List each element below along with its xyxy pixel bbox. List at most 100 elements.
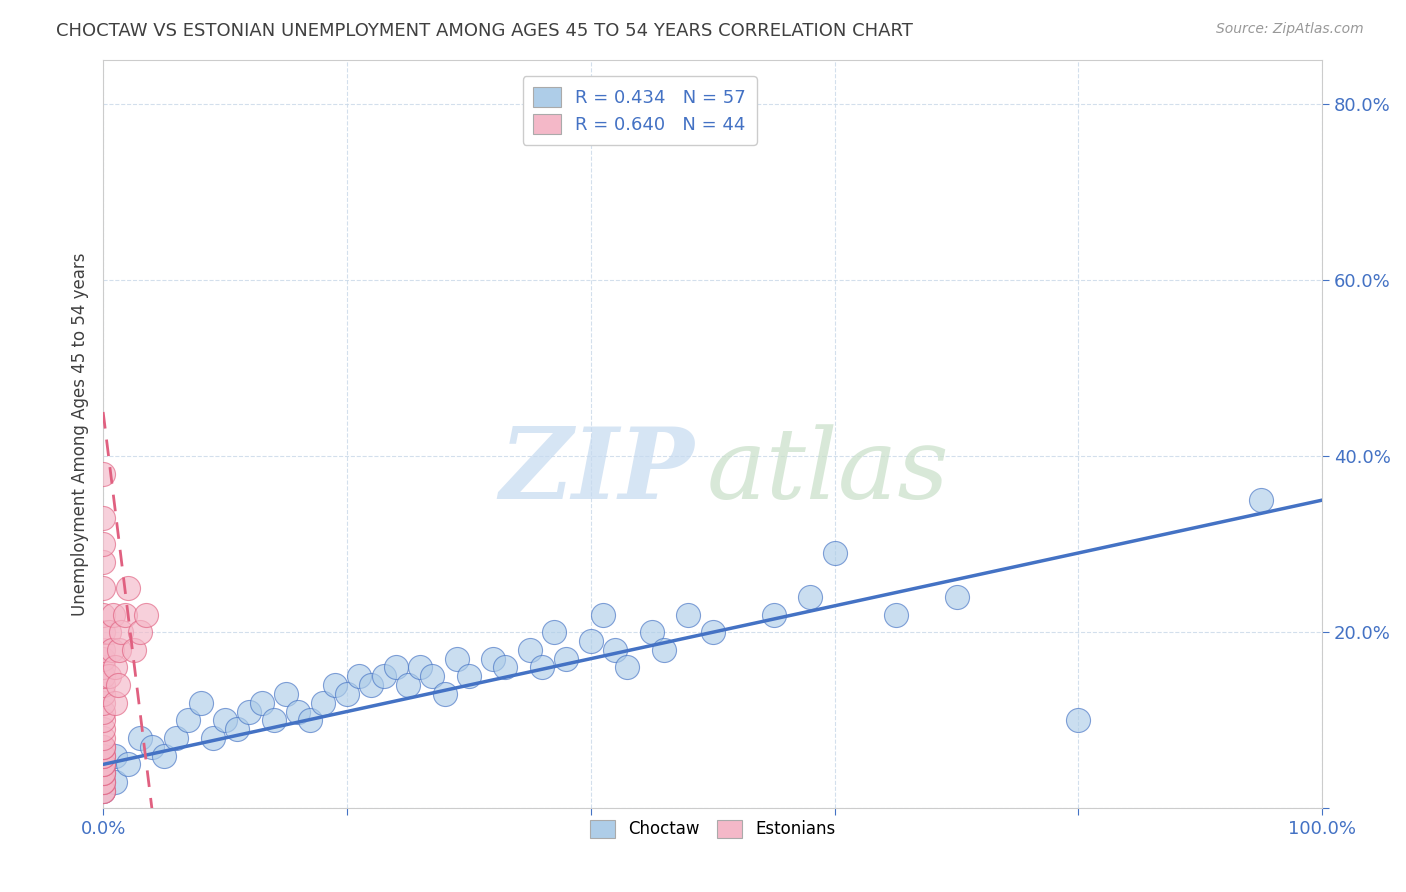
Point: [128, 731, 150, 745]
Point: [91, 722, 114, 736]
Point: [555, 651, 578, 665]
Point: [91, 766, 114, 780]
Y-axis label: Unemployment Among Ages 45 to 54 years: Unemployment Among Ages 45 to 54 years: [72, 252, 89, 615]
Point: [531, 660, 554, 674]
Point: [91, 731, 114, 745]
Point: [384, 660, 406, 674]
Point: [101, 607, 124, 622]
Point: [91, 678, 114, 692]
Point: [641, 625, 664, 640]
Point: [884, 607, 907, 622]
Point: [122, 643, 145, 657]
Point: [336, 687, 359, 701]
Text: atlas: atlas: [707, 424, 949, 519]
Point: [1067, 714, 1090, 728]
Point: [1250, 493, 1272, 508]
Point: [91, 696, 114, 710]
Point: [91, 775, 114, 789]
Point: [579, 634, 602, 648]
Point: [226, 722, 249, 736]
Point: [91, 775, 114, 789]
Text: ZIP: ZIP: [499, 423, 695, 520]
Point: [91, 537, 114, 551]
Point: [91, 669, 114, 683]
Point: [433, 687, 456, 701]
Point: [678, 607, 700, 622]
Point: [177, 714, 200, 728]
Point: [91, 705, 114, 719]
Point: [98, 625, 121, 640]
Point: [98, 669, 121, 683]
Point: [91, 607, 114, 622]
Point: [323, 678, 346, 692]
Point: [91, 757, 114, 772]
Point: [616, 660, 638, 674]
Legend: Choctaw, Estonians: Choctaw, Estonians: [583, 813, 842, 845]
Point: [91, 757, 114, 772]
Point: [153, 748, 176, 763]
Point: [91, 510, 114, 524]
Point: [114, 607, 136, 622]
Point: [409, 660, 432, 674]
Point: [287, 705, 309, 719]
Point: [299, 714, 322, 728]
Point: [91, 687, 114, 701]
Point: [135, 607, 157, 622]
Point: [91, 757, 114, 772]
Point: [104, 696, 127, 710]
Point: [347, 669, 370, 683]
Point: [128, 625, 150, 640]
Point: [91, 739, 114, 754]
Text: CHOCTAW VS ESTONIAN UNEMPLOYMENT AMONG AGES 45 TO 54 YEARS CORRELATION CHART: CHOCTAW VS ESTONIAN UNEMPLOYMENT AMONG A…: [56, 22, 912, 40]
Point: [91, 625, 114, 640]
Point: [263, 714, 285, 728]
Point: [190, 696, 212, 710]
Point: [91, 766, 114, 780]
Point: [396, 678, 419, 692]
Point: [104, 748, 127, 763]
Point: [519, 643, 541, 657]
Point: [117, 581, 139, 595]
Point: [824, 546, 846, 560]
Point: [945, 590, 967, 604]
Point: [117, 757, 139, 772]
Point: [91, 784, 114, 798]
Point: [100, 643, 122, 657]
Point: [165, 731, 187, 745]
Point: [495, 660, 517, 674]
Point: [457, 669, 479, 683]
Point: [110, 625, 132, 640]
Point: [91, 660, 114, 674]
Point: [250, 696, 273, 710]
Point: [373, 669, 395, 683]
Point: [360, 678, 382, 692]
Point: [762, 607, 785, 622]
Point: [91, 784, 114, 798]
Point: [446, 651, 468, 665]
Point: [91, 643, 114, 657]
Point: [214, 714, 236, 728]
Point: [91, 784, 114, 798]
Point: [141, 739, 163, 754]
Point: [91, 581, 114, 595]
Point: [311, 696, 333, 710]
Point: [274, 687, 297, 701]
Point: [91, 555, 114, 569]
Point: [91, 739, 114, 754]
Point: [91, 748, 114, 763]
Point: [104, 775, 127, 789]
Point: [201, 731, 224, 745]
Point: [799, 590, 821, 604]
Point: [238, 705, 260, 719]
Text: Source: ZipAtlas.com: Source: ZipAtlas.com: [1216, 22, 1364, 37]
Point: [91, 651, 114, 665]
Point: [91, 775, 114, 789]
Point: [104, 660, 127, 674]
Point: [107, 678, 129, 692]
Point: [652, 643, 675, 657]
Point: [91, 714, 114, 728]
Point: [420, 669, 443, 683]
Point: [108, 643, 131, 657]
Point: [605, 643, 627, 657]
Point: [543, 625, 565, 640]
